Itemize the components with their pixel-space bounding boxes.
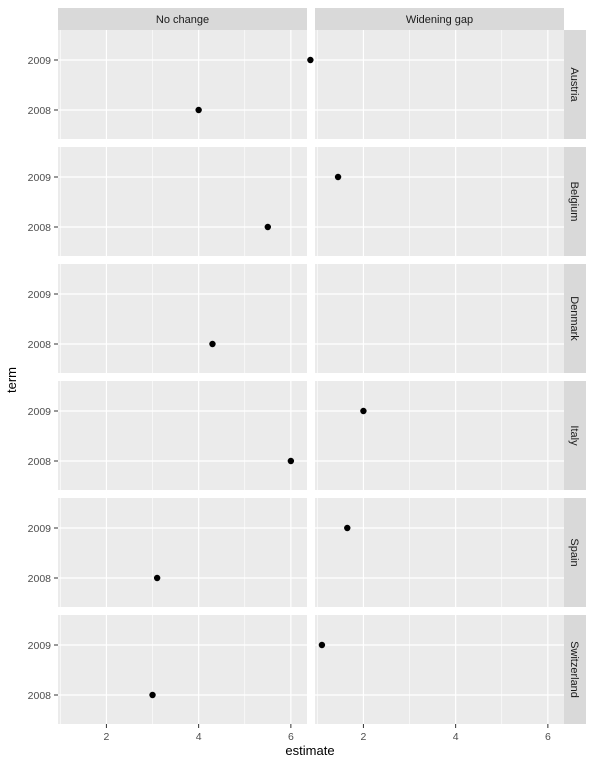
panel-3-0 [58,381,307,490]
y-tick-label: 2008 [28,573,52,585]
panel-0-1 [315,30,564,139]
axes: 2008 2009 2008 2009 2008 2009 2008 2009 2008 2009… [28,55,551,743]
row-strip-label: Austria [568,67,580,102]
panel-3-1 [315,381,564,490]
facet-panels [58,30,564,724]
row-strip-label: Belgium [568,182,580,222]
row-strip [564,498,586,607]
data-point-austria-2008 [195,106,202,114]
panel-4-0 [58,498,307,607]
column-strip-label: Widening gap [406,14,473,26]
panel-2-1 [315,264,564,373]
row-strip [564,30,586,139]
panel-2-0 [58,264,307,373]
y-tick-label: 2008 [28,456,52,468]
data-point-switzerland-2008 [149,691,156,699]
x-tick-label: 6 [288,731,294,743]
row-strip-label: Spain [568,538,580,566]
data-point-spain-2008 [153,574,161,582]
panel-1-1 [315,147,564,256]
row-strip [564,147,586,256]
data-points [149,56,367,699]
panel-4-1 [315,498,564,607]
data-point-spain-2009 [344,524,351,532]
data-point-italy-2008 [287,457,295,465]
y-axis-title: term [4,367,19,393]
column-strip [58,8,307,30]
y-tick-label: 2008 [28,690,52,702]
data-point-denmark-2008 [209,340,216,348]
row-strip [564,381,586,490]
x-tick-label: 2 [103,731,109,743]
facet-strips: Austria Belgium Denmark Italy Spain Switzerla… [58,8,586,724]
panel-0-0 [58,30,307,139]
data-point-austria-2009 [307,56,314,64]
y-tick-label: 2009 [28,289,52,301]
y-tick-label: 2008 [28,105,52,117]
data-point-belgium-2008 [264,223,272,231]
x-tick-label: 4 [453,731,459,743]
y-tick-label: 2009 [28,55,52,67]
row-strip-label: Switzerland [568,641,580,698]
y-tick-label: 2008 [28,339,52,351]
y-tick-label: 2008 [28,222,52,234]
row-strip [564,615,586,724]
data-point-italy-2009 [360,407,367,415]
y-tick-label: 2009 [28,640,52,652]
y-tick-label: 2009 [28,172,52,184]
row-strip-label: Italy [568,425,580,446]
y-tick-label: 2009 [28,406,52,418]
y-tick-label: 2009 [28,523,52,535]
x-tick-label: 6 [545,731,551,743]
row-strip [564,264,586,373]
panel-1-0 [58,147,307,256]
panel-5-0 [58,615,307,724]
panel-5-1 [315,615,564,724]
column-strip-label: No change [156,14,209,26]
data-point-switzerland-2009 [318,641,326,649]
x-axis-title: estimate [285,743,334,758]
data-point-belgium-2009 [334,173,342,181]
column-strip [315,8,564,30]
x-tick-label: 2 [360,731,366,743]
row-strip-label: Denmark [568,296,580,341]
x-tick-label: 4 [196,731,202,743]
